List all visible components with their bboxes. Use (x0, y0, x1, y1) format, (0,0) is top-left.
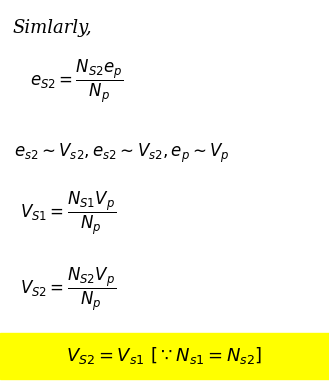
Text: $V_{S1} = \dfrac{N_{S1}V_p}{N_p}$: $V_{S1} = \dfrac{N_{S1}V_p}{N_p}$ (20, 189, 116, 237)
Text: $V_{S2} = \dfrac{N_{S2}V_p}{N_p}$: $V_{S2} = \dfrac{N_{S2}V_p}{N_p}$ (20, 266, 116, 312)
FancyBboxPatch shape (0, 333, 329, 379)
Text: Simlarly,: Simlarly, (12, 19, 91, 37)
Text: $e_{s2} \sim V_{s2}, e_{s2} \sim V_{s2}, e_p \sim V_p$: $e_{s2} \sim V_{s2}, e_{s2} \sim V_{s2},… (14, 141, 230, 165)
Text: $e_{S2} = \dfrac{N_{S2}e_p}{N_p}$: $e_{S2} = \dfrac{N_{S2}e_p}{N_p}$ (30, 58, 124, 105)
Text: $V_{S2} = V_{s1}\ [\because N_{s1} = N_{s2}]$: $V_{S2} = V_{s1}\ [\because N_{s1} = N_{… (66, 346, 262, 367)
